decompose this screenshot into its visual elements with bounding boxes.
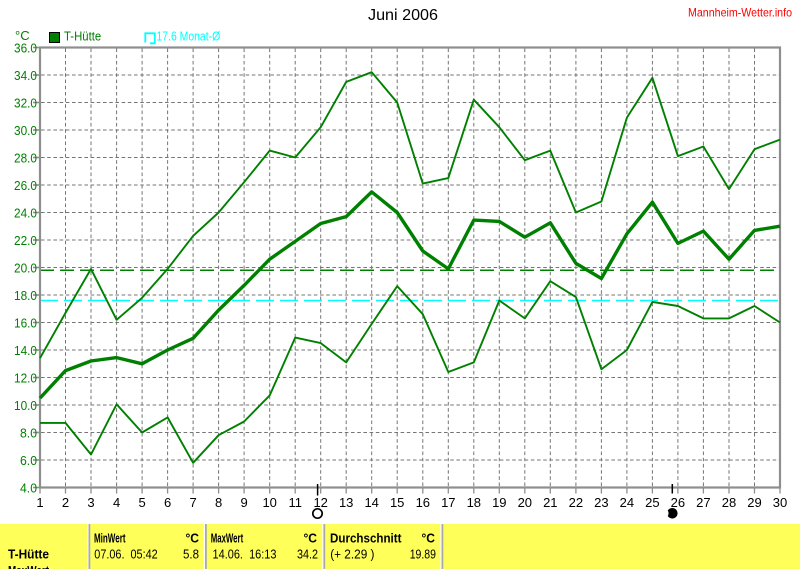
svg-text:12: 12: [313, 495, 327, 510]
svg-text:26.0: 26.0: [14, 178, 37, 193]
svg-text:07.06. 05:42: 07.06. 05:42: [94, 547, 157, 562]
svg-text:7: 7: [189, 495, 196, 510]
svg-text:5.8: 5.8: [183, 547, 199, 562]
svg-text:24: 24: [620, 495, 634, 510]
svg-text:30: 30: [773, 495, 787, 510]
svg-text:3: 3: [87, 495, 94, 510]
svg-text:28: 28: [722, 495, 736, 510]
svg-text:32.0: 32.0: [14, 96, 37, 111]
svg-text:23: 23: [594, 495, 608, 510]
svg-text:8.0: 8.0: [20, 426, 37, 441]
svg-text:22: 22: [569, 495, 583, 510]
svg-text:4: 4: [113, 495, 120, 510]
svg-text:27: 27: [696, 495, 710, 510]
svg-text:16: 16: [416, 495, 430, 510]
svg-text:8: 8: [215, 495, 222, 510]
svg-text:Mannheim-Wetter.info: Mannheim-Wetter.info: [688, 6, 792, 20]
svg-text:°C: °C: [186, 531, 200, 546]
svg-text:14: 14: [364, 495, 378, 510]
svg-text:19: 19: [492, 495, 506, 510]
svg-text:14.06. 16:13: 14.06. 16:13: [213, 547, 277, 562]
svg-text:17: 17: [441, 495, 455, 510]
svg-text:29: 29: [747, 495, 761, 510]
svg-text:11: 11: [288, 495, 302, 510]
svg-text:6: 6: [164, 495, 171, 510]
svg-text:13: 13: [339, 495, 353, 510]
svg-text:18: 18: [467, 495, 481, 510]
svg-text:22.0: 22.0: [14, 233, 37, 248]
svg-text:24.0: 24.0: [14, 206, 37, 221]
svg-text:°C: °C: [422, 531, 436, 546]
svg-text:Juni 2006: Juni 2006: [368, 7, 438, 24]
svg-text:18.0: 18.0: [14, 288, 37, 303]
svg-text:MinWert: MinWert: [94, 531, 126, 546]
svg-text:34.2: 34.2: [297, 547, 318, 562]
svg-text:12.0: 12.0: [14, 371, 37, 386]
svg-text:T-Hütte: T-Hütte: [64, 29, 101, 44]
svg-text:4.0: 4.0: [20, 481, 37, 496]
svg-text:9: 9: [240, 495, 247, 510]
svg-text:1: 1: [36, 495, 43, 510]
svg-text:36.0: 36.0: [14, 41, 37, 56]
svg-text:26: 26: [671, 495, 685, 510]
svg-text:14.0: 14.0: [14, 343, 37, 358]
svg-text:Durchschnitt: Durchschnitt: [330, 531, 402, 546]
svg-text:19.89: 19.89: [410, 547, 436, 562]
svg-text:25: 25: [645, 495, 659, 510]
svg-text:MaxWert: MaxWert: [8, 563, 50, 569]
svg-text:28.0: 28.0: [14, 151, 37, 166]
svg-text:16.0: 16.0: [14, 316, 37, 331]
svg-text:10.0: 10.0: [14, 398, 37, 413]
svg-text:15: 15: [390, 495, 404, 510]
svg-text:6.0: 6.0: [20, 453, 37, 468]
svg-text:30.0: 30.0: [14, 123, 37, 138]
svg-text:T-Hütte: T-Hütte: [8, 547, 49, 562]
svg-text:°C: °C: [15, 28, 30, 43]
svg-text:MaxWert: MaxWert: [211, 531, 244, 546]
svg-text:10: 10: [262, 495, 276, 510]
svg-text:5: 5: [138, 495, 145, 510]
svg-text:20.0: 20.0: [14, 261, 37, 276]
svg-text:2: 2: [62, 495, 69, 510]
svg-text:21: 21: [543, 495, 557, 510]
svg-text:20: 20: [518, 495, 532, 510]
svg-text:17.6 Monat-Ø: 17.6 Monat-Ø: [157, 29, 221, 44]
svg-text:°C: °C: [304, 531, 318, 546]
svg-text:(+ 2.29 ): (+ 2.29 ): [330, 547, 374, 562]
svg-text:34.0: 34.0: [14, 68, 37, 83]
